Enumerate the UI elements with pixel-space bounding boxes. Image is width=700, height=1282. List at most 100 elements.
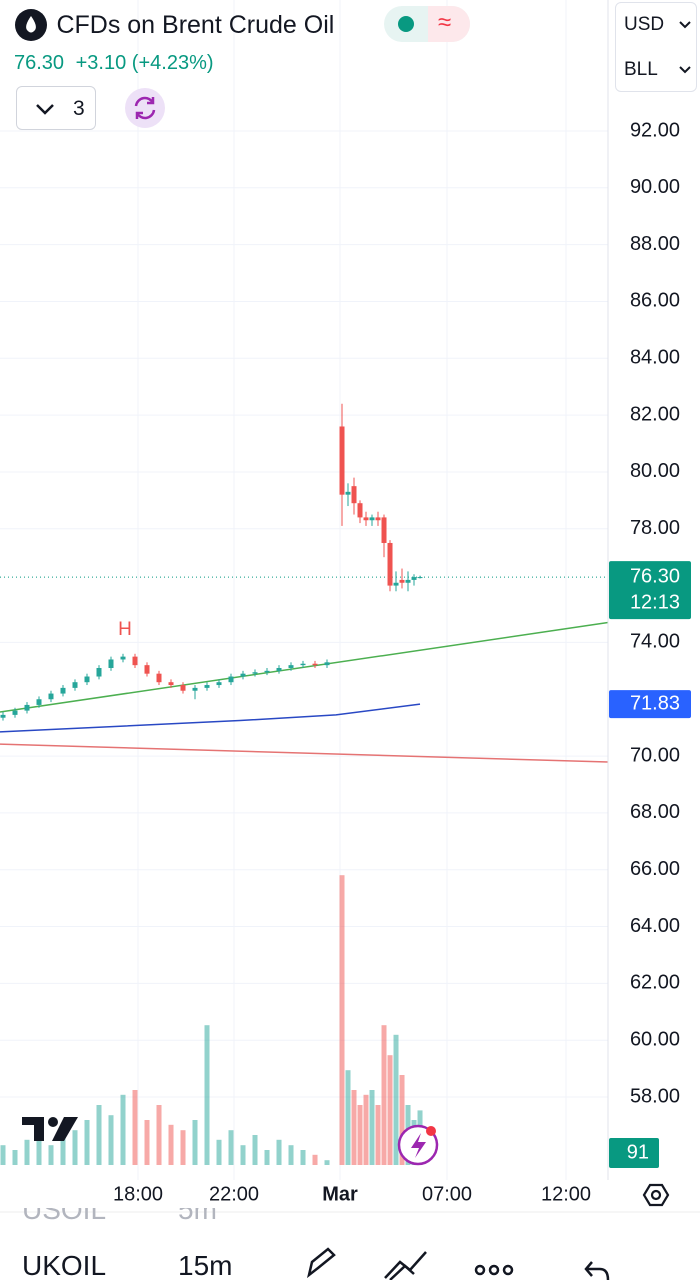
alerts-button[interactable] xyxy=(397,1124,439,1166)
candle-body xyxy=(264,670,270,673)
undo-button[interactable] xyxy=(584,1261,610,1280)
candle-body xyxy=(276,667,282,671)
volume-bar xyxy=(228,1130,234,1165)
volume-bar xyxy=(132,1090,138,1165)
x-tick-label: Mar xyxy=(322,1183,358,1205)
volume-bar xyxy=(60,1124,66,1165)
candle-body xyxy=(132,656,138,666)
candle-body xyxy=(399,579,405,583)
previous-interval[interactable]: 5m xyxy=(178,1208,217,1230)
x-tick-label: 18:00 xyxy=(113,1183,163,1205)
indicators-toggle[interactable]: 3 xyxy=(16,86,96,130)
candle-body xyxy=(300,663,306,666)
candle-body xyxy=(363,517,369,521)
volume-bar xyxy=(393,1034,399,1165)
candle-body xyxy=(228,676,234,683)
unit[interactable]: BLL xyxy=(624,59,658,80)
candle-body xyxy=(240,673,246,677)
previous-interval-text: 5m xyxy=(178,1208,217,1225)
interval[interactable]: 15m xyxy=(178,1250,233,1281)
candle-body xyxy=(324,662,330,666)
y-tick-label: 88.00 xyxy=(630,233,680,255)
volume-bar xyxy=(72,1130,78,1165)
y-tick-label: 66.00 xyxy=(630,858,680,880)
volume-bar xyxy=(192,1120,198,1165)
candle-body xyxy=(381,517,387,543)
delay-icon: ≈ xyxy=(438,9,452,36)
status-pill[interactable]: ≈ xyxy=(384,6,470,42)
volume-bar xyxy=(351,1090,357,1165)
candle-body xyxy=(405,579,411,583)
candle-body xyxy=(12,710,18,715)
candle-body xyxy=(84,676,90,683)
draw-button[interactable] xyxy=(306,1247,336,1279)
more-button[interactable] xyxy=(474,1264,514,1276)
y-tick-label: 90.00 xyxy=(630,176,680,198)
volume-bar xyxy=(312,1154,318,1165)
y-tick-label: 92.00 xyxy=(630,119,680,141)
candle-body xyxy=(180,685,186,691)
y-tick-label: 64.00 xyxy=(630,915,680,937)
volume-badge xyxy=(609,1138,659,1168)
volume-bar xyxy=(381,1025,387,1165)
volume-bar xyxy=(369,1090,375,1165)
candle-body xyxy=(120,656,126,660)
volume-bar xyxy=(276,1139,282,1165)
candle-body xyxy=(168,682,174,686)
candle-body xyxy=(345,491,351,495)
volume-bar xyxy=(363,1094,369,1165)
y-tick-label: 70.00 xyxy=(630,744,680,766)
volume-bar xyxy=(357,1105,363,1165)
candle-body xyxy=(48,693,54,700)
volume-bar xyxy=(120,1094,126,1165)
volume-bar xyxy=(156,1105,162,1165)
change: +3.10 xyxy=(75,52,127,74)
status-pill-right xyxy=(428,6,470,42)
y-tick-label: 62.00 xyxy=(630,972,680,994)
candle-body xyxy=(108,659,114,668)
candle-body xyxy=(375,517,381,521)
volume-bar xyxy=(180,1130,186,1165)
volume-bar xyxy=(264,1150,270,1165)
settings-button[interactable] xyxy=(642,1183,670,1207)
volume-bar xyxy=(252,1135,258,1165)
candle-body xyxy=(144,665,150,674)
volume-bar xyxy=(399,1075,405,1165)
volume-bar xyxy=(48,1145,54,1165)
previous-symbol[interactable]: USOIL xyxy=(22,1208,106,1230)
dropdown-arrows xyxy=(679,21,691,74)
volume-bar xyxy=(108,1115,114,1165)
y-tick-label: 60.00 xyxy=(630,1028,680,1050)
candle-body xyxy=(0,714,6,718)
symbol[interactable]: UKOIL xyxy=(22,1250,107,1281)
chevron-icon xyxy=(36,104,54,115)
candle-body xyxy=(204,685,210,688)
candle-body xyxy=(72,682,78,688)
price-line: 76.30 +3.10 (+4.23%) xyxy=(14,52,214,75)
candle-body xyxy=(156,673,162,683)
volume-bar xyxy=(36,1135,42,1165)
x-tick-label: 22:00 xyxy=(209,1183,259,1205)
replay-icon xyxy=(134,96,156,120)
indicator-line xyxy=(0,743,609,763)
y-tick-label: 68.00 xyxy=(630,801,680,823)
y-tick-label: 78.00 xyxy=(630,517,680,539)
volume-bar xyxy=(12,1150,18,1165)
volume-bar xyxy=(216,1139,222,1165)
candle-body xyxy=(288,665,294,668)
replay-button[interactable] xyxy=(125,88,165,128)
volume-bar xyxy=(324,1160,330,1165)
volume-bar xyxy=(300,1150,306,1165)
drawings-button[interactable] xyxy=(384,1251,427,1280)
previous-symbol-text: USOIL xyxy=(22,1208,107,1225)
y-tick-label: 86.00 xyxy=(630,290,680,312)
y-tick-label: 74.00 xyxy=(630,631,680,653)
volume-bar xyxy=(168,1124,174,1165)
line-value-label: 71.83 xyxy=(630,692,680,714)
volume-bar xyxy=(339,875,345,1165)
indicator-line xyxy=(0,621,609,713)
candle-body xyxy=(24,704,30,711)
symbol-header: CFDs on Brent Crude Oil xyxy=(14,8,334,42)
currency[interactable]: USD xyxy=(624,14,665,35)
